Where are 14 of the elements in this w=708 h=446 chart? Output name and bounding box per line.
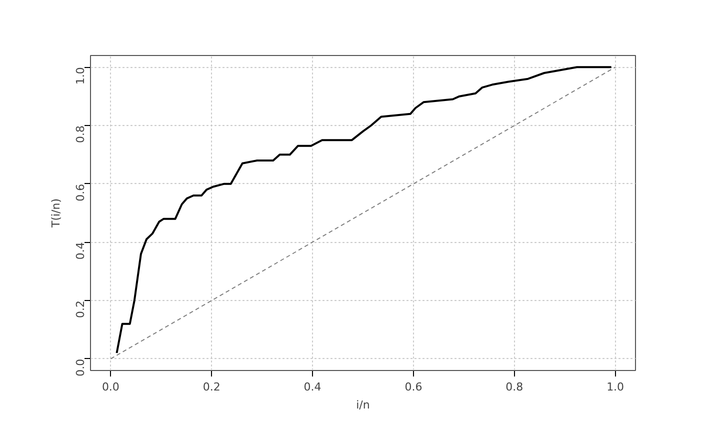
y-tick-label: 1.0 — [74, 67, 87, 85]
x-tick-label: 0.8 — [506, 380, 524, 394]
y-tick-label: 0.4 — [74, 242, 87, 260]
x-tick-label: 0.0 — [102, 380, 120, 394]
y-tick-label: 0.0 — [74, 358, 87, 376]
y-axis-title: T(i/n) — [50, 198, 62, 229]
x-axis-title: i/n — [356, 398, 370, 412]
x-tick-label: 1.0 — [606, 380, 624, 394]
x-tick-label: 0.2 — [202, 380, 220, 394]
y-tick-label: 0.2 — [74, 300, 87, 318]
x-tick-label: 0.4 — [304, 380, 322, 394]
y-tick-label: 0.6 — [74, 184, 87, 202]
x-tick-label: 0.6 — [404, 380, 422, 394]
y-tick-label: 0.8 — [74, 125, 87, 143]
